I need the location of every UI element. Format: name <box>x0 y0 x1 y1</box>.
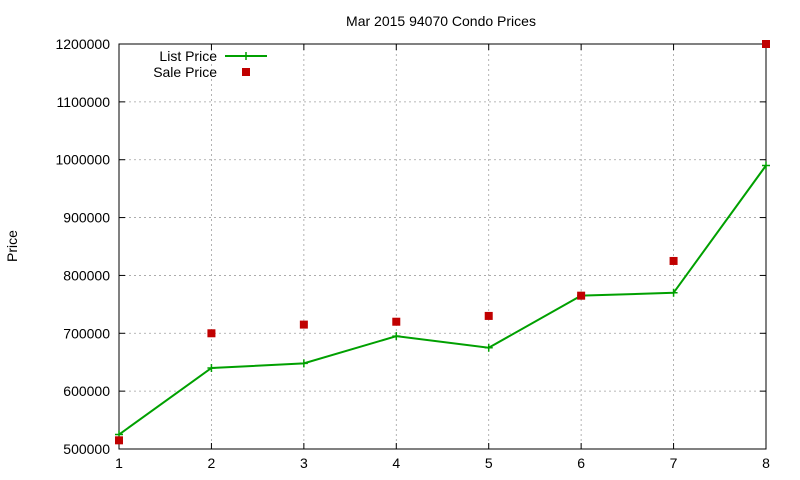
list-price-point <box>669 288 678 297</box>
y-tick-labels: 500000 600000 700000 800000 900000 1000000 110… <box>55 36 110 457</box>
legend-label: Sale Price <box>153 64 217 80</box>
y-tick-label: 500000 <box>63 441 110 457</box>
x-tick-label: 8 <box>762 455 770 471</box>
series-layer <box>115 40 770 445</box>
sale-price-point <box>669 256 678 265</box>
list-price-point <box>207 364 216 372</box>
list-price-point <box>299 359 308 368</box>
x-tick-label: 4 <box>392 455 400 471</box>
y-tick-label: 800000 <box>63 267 110 283</box>
y-tick-label: 700000 <box>63 325 110 341</box>
legend-label: List Price <box>159 48 217 64</box>
list-price-point <box>762 161 770 170</box>
x-tick-labels: 1 2 3 4 5 6 7 8 <box>115 455 770 471</box>
tick-marks <box>118 43 767 450</box>
plot-frame <box>118 43 767 450</box>
x-tick-label: 5 <box>485 455 493 471</box>
y-axis-label: Price <box>4 230 20 262</box>
sale-price-point <box>484 311 493 320</box>
chart-title: Mar 2015 94070 Condo Prices <box>346 13 536 29</box>
sale-price-point <box>392 317 401 326</box>
sale-price-point <box>115 436 123 445</box>
x-tick-label: 3 <box>300 455 308 471</box>
sale-price-point <box>577 291 586 300</box>
legend-swatch-plus <box>242 52 250 60</box>
sale-price-point <box>207 329 216 338</box>
y-tick-label: 600000 <box>63 383 110 399</box>
x-tick-label: 6 <box>577 455 585 471</box>
y-tick-label: 1100000 <box>57 94 111 110</box>
list-price-point <box>484 343 493 352</box>
sale-price-point <box>762 40 770 48</box>
y-tick-label: 1000000 <box>55 152 110 168</box>
x-tick-label: 7 <box>670 455 678 471</box>
sale-price-point <box>299 320 308 329</box>
y-tick-label: 900000 <box>63 210 110 226</box>
series-line-list-price <box>118 164 767 436</box>
x-tick-label: 1 <box>115 455 123 471</box>
grid <box>119 44 766 449</box>
legend-swatch-square <box>242 68 250 76</box>
x-tick-label: 2 <box>208 455 216 471</box>
list-price-point <box>392 332 401 341</box>
y-tick-label: 1200000 <box>55 36 110 52</box>
